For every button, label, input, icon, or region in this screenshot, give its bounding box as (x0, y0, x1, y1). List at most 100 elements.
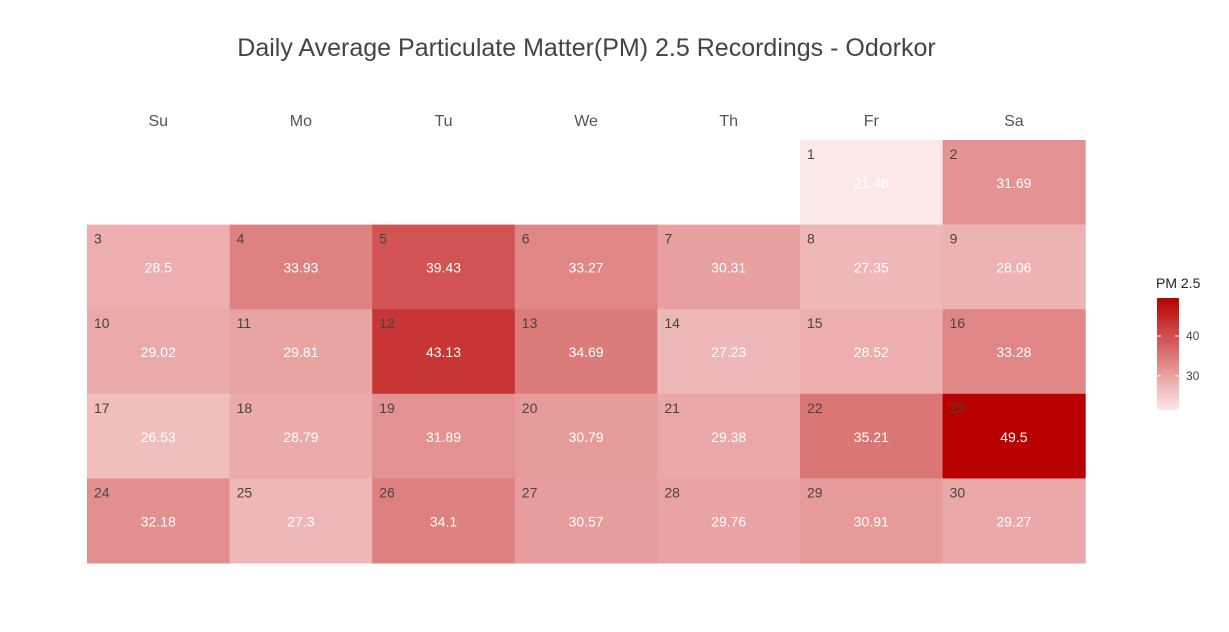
day-number: 21 (664, 400, 680, 416)
heatmap-cell (87, 224, 231, 310)
heatmap-cell (229, 393, 373, 479)
day-number: 6 (522, 231, 530, 247)
cell-value-label: 31.89 (426, 429, 461, 445)
day-number: 17 (94, 400, 110, 416)
cell-value-label: 28.52 (854, 344, 889, 360)
day-number: 10 (94, 315, 110, 331)
cell-value-label: 29.81 (283, 344, 318, 360)
weekday-label: We (574, 113, 598, 130)
weekday-label: Th (719, 113, 738, 130)
heatmap-cell (800, 224, 944, 310)
cell-value-label: 27.35 (854, 260, 889, 276)
heatmap-cell (800, 309, 944, 395)
day-number: 9 (950, 231, 958, 247)
heatmap-cell (942, 224, 1086, 310)
heatmap-cell (942, 309, 1086, 395)
heatmap-cell (514, 393, 658, 479)
heatmap-cell (372, 393, 516, 479)
heatmap-cell (657, 393, 801, 479)
cell-value-label: 30.57 (569, 513, 604, 529)
cell-value-label: 43.13 (426, 344, 461, 360)
day-number: 28 (664, 484, 680, 500)
day-number: 11 (237, 315, 252, 331)
heatmap-cell (800, 478, 944, 564)
cell-value-label: 28.5 (145, 260, 172, 276)
weekday-label: Fr (864, 113, 880, 130)
heatmap-cell (229, 478, 373, 564)
cell-value-label: 29.76 (711, 513, 746, 529)
heatmap-cell (657, 478, 801, 564)
cell-value-label: 35.21 (854, 429, 889, 445)
day-number: 24 (94, 484, 110, 500)
day-number: 14 (664, 315, 680, 331)
cell-value-label: 39.43 (426, 260, 461, 276)
cell-value-label: 34.1 (430, 513, 457, 529)
day-number: 4 (237, 231, 245, 247)
weekday-label: Su (149, 113, 169, 130)
day-number: 13 (522, 315, 538, 331)
heatmap-cell (942, 478, 1086, 564)
heatmap-cell (372, 478, 516, 564)
heatmap-cell (942, 140, 1086, 226)
cell-value-label: 29.27 (996, 513, 1031, 529)
cell-value-label: 33.93 (283, 260, 318, 276)
cell-value-label: 21.48 (854, 175, 889, 191)
weekday-label: Mo (290, 113, 312, 130)
day-number: 7 (664, 231, 672, 247)
cell-value-label: 33.27 (569, 260, 604, 276)
day-number: 5 (379, 231, 387, 247)
heatmap-cell (942, 393, 1086, 479)
cell-value-label: 33.28 (996, 344, 1031, 360)
heatmap-cell (657, 309, 801, 395)
cell-value-label: 30.91 (854, 513, 889, 529)
heatmap-cell (514, 309, 658, 395)
cell-value-label: 29.38 (711, 429, 746, 445)
day-number: 27 (522, 484, 538, 500)
heatmap-cell (87, 309, 231, 395)
heatmap-cell (514, 478, 658, 564)
chart-title: Daily Average Particulate Matter(PM) 2.5… (237, 34, 936, 62)
legend-tick-label: 30 (1186, 369, 1200, 383)
legend-colorbar (1157, 298, 1179, 410)
cell-value-label: 29.02 (141, 344, 176, 360)
cell-value-label: 30.31 (711, 260, 746, 276)
day-number: 20 (522, 400, 538, 416)
heatmap-cell (87, 478, 231, 564)
cell-value-label: 32.18 (141, 513, 176, 529)
weekday-label: Tu (434, 113, 452, 130)
legend-title: PM 2.5 (1156, 275, 1201, 291)
heatmap-cell (229, 309, 373, 395)
day-number: 2 (950, 146, 958, 162)
heatmap-cell (514, 224, 658, 310)
day-number: 3 (94, 231, 102, 247)
day-number: 29 (807, 484, 823, 500)
day-number: 26 (379, 484, 395, 500)
heatmap-cell (657, 224, 801, 310)
legend-tick-label: 40 (1186, 329, 1200, 343)
day-number: 23 (950, 400, 966, 416)
cell-value-label: 30.79 (569, 429, 604, 445)
day-number: 19 (379, 400, 395, 416)
cell-value-label: 27.23 (711, 344, 746, 360)
day-number: 1 (807, 146, 815, 162)
cell-value-label: 28.06 (996, 260, 1031, 276)
day-number: 15 (807, 315, 823, 331)
cell-value-label: 34.69 (569, 344, 604, 360)
weekday-label: Sa (1004, 113, 1024, 130)
day-number: 18 (237, 400, 253, 416)
cell-value-label: 27.3 (287, 513, 314, 529)
day-number: 22 (807, 400, 823, 416)
color-legend: PM 2.5 30 40 (1156, 275, 1201, 410)
heatmap-cell (800, 140, 944, 226)
day-number: 16 (950, 315, 966, 331)
day-number: 12 (379, 315, 395, 331)
heatmap-cell (229, 224, 373, 310)
cell-value-label: 31.69 (996, 175, 1031, 191)
day-number: 30 (950, 484, 966, 500)
cell-value-label: 26.53 (141, 429, 176, 445)
heatmap-cell (87, 393, 231, 479)
day-number: 8 (807, 231, 815, 247)
day-number: 25 (237, 484, 253, 500)
cell-value-label: 28.79 (283, 429, 318, 445)
